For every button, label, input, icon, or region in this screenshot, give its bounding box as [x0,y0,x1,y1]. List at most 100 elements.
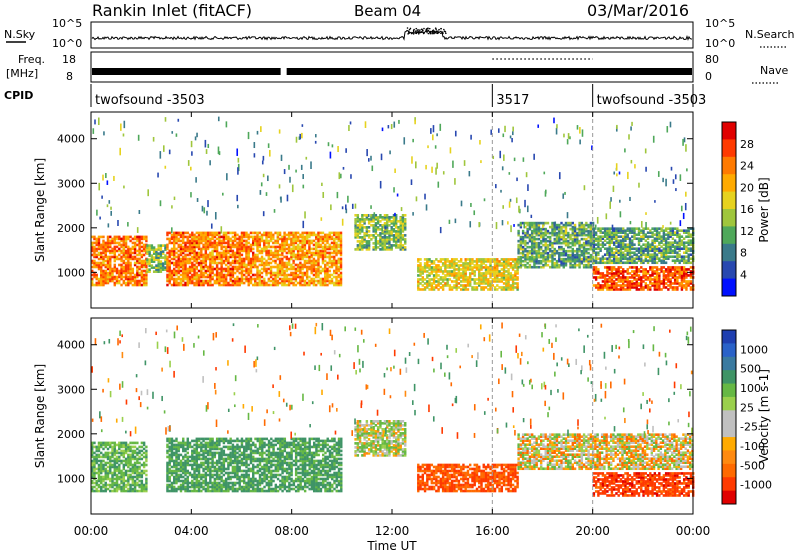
power-cell [358,230,362,233]
power-cell [133,247,137,251]
power-cell [236,237,239,241]
power-cell [177,281,180,285]
power-cell [475,268,479,271]
power-cell [236,261,239,265]
power-cell [274,265,277,269]
power-cell [637,249,641,253]
power-cell [229,237,232,241]
power-cell [124,257,128,261]
power-cell [127,235,130,239]
power-cell [673,259,677,263]
power-cell [560,259,563,263]
power-cell [653,284,657,287]
power-cell [592,237,596,240]
power-cell [310,247,313,251]
power-cell [642,243,645,247]
power-cell [535,223,538,227]
power-cell [662,229,666,232]
power-cell [95,253,98,257]
power-cell [395,224,398,227]
power-cell [601,231,605,234]
power-cell [197,237,201,241]
power-cell [484,264,488,267]
power-cell [136,265,139,269]
power-cell-sparse [613,171,616,175]
power-cell [457,266,461,269]
power-cell [439,270,443,273]
power-cell-sparse [454,130,457,137]
power-cell [482,262,485,265]
power-cell-sparse [616,124,618,129]
power-cell [441,286,445,289]
power-cell [617,278,620,281]
power-cell [278,261,282,265]
power-cell [97,237,101,241]
power-cell [644,278,647,281]
power-cell [489,284,492,287]
power-cell [610,247,614,251]
power-cell [145,271,148,275]
power-cell [626,288,629,291]
power-cell [215,273,219,277]
power-cell [580,223,584,227]
power-cell [651,255,654,259]
power-cell [423,268,427,271]
power-cell [622,255,625,259]
power-cell [489,260,492,263]
power-cell [496,266,499,269]
power-cell [213,233,217,237]
power-cell [379,244,382,247]
power-cell [173,269,176,273]
power-cell [233,237,237,241]
power-cell [507,278,510,281]
power-cell [265,253,268,257]
power-cell [182,267,185,271]
power-cell [204,251,208,255]
power-cell [148,264,151,267]
power-cell [676,288,679,291]
power-cell [200,233,203,237]
power-cell [660,259,663,263]
power-cell [303,281,307,285]
power-cell [428,284,431,287]
power-cell [91,269,94,273]
power-cell [263,245,266,249]
power-cell [678,241,681,245]
power-cell [514,278,517,281]
power-cell [473,286,476,289]
power-cell [354,230,357,233]
power-cell [312,283,316,287]
power-cell [651,227,654,230]
power-cell [276,257,280,261]
power-cell [594,259,598,263]
power-cell [669,280,672,283]
power-cell [122,241,126,245]
power-cell [578,221,581,225]
power-cell [227,259,230,263]
power-cell [381,224,384,227]
power-cell [560,257,563,261]
power-cell [211,243,214,247]
power-cell [498,270,501,273]
power-cell [671,245,675,249]
power-cell [317,237,320,241]
power-cell [689,239,693,242]
power-cell [533,231,536,235]
power-cell-sparse [605,213,608,220]
power-cell [435,264,438,267]
power-cell [680,286,684,289]
power-cell [589,227,593,231]
power-cell [626,272,629,275]
power-cell [542,249,545,253]
power-cell [173,281,176,285]
power-cell [278,237,282,241]
power-cell [206,273,210,277]
power-cell [462,262,465,265]
power-cell [222,239,226,243]
power-cell [606,268,609,271]
power-cell [240,259,244,263]
power-cell [113,269,116,273]
power-cell [272,283,275,287]
power-cell [655,257,659,261]
power-cell [662,255,666,259]
